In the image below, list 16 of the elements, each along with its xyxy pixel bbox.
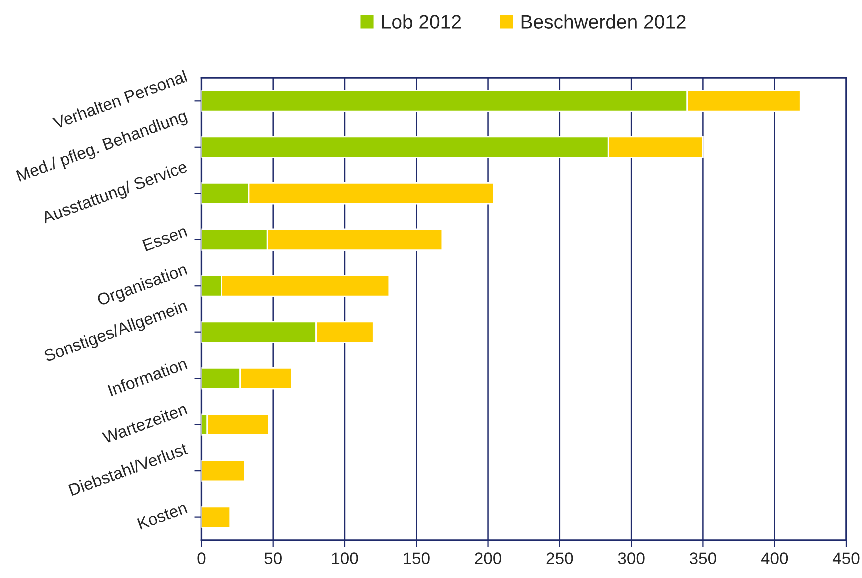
x-tick-label: 350: [690, 552, 716, 564]
bar: [202, 460, 246, 482]
y-tick-label: Kosten: [137, 502, 188, 530]
x-tick-label: 300: [618, 552, 645, 564]
bar: [202, 506, 232, 528]
x-tick-label: 200: [475, 552, 502, 564]
legend-label: Lob 2012: [382, 14, 461, 29]
x-tick-label: 250: [546, 552, 574, 564]
x-tick-label: 150: [404, 552, 430, 564]
x-tick-label: 50: [264, 552, 282, 564]
y-tick-label: Essen: [142, 226, 188, 252]
x-tick-label: 0: [198, 552, 206, 564]
x-tick-label: 100: [332, 552, 358, 564]
legend-label: Beschwerden 2012: [522, 14, 686, 29]
x-tick-label: 450: [832, 552, 860, 564]
x-tick-label: 400: [761, 552, 788, 564]
